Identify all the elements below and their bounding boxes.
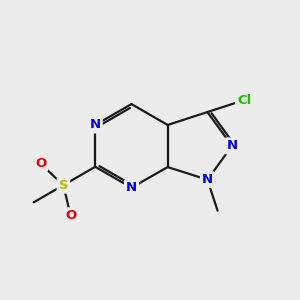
Text: O: O xyxy=(35,157,46,170)
Text: O: O xyxy=(65,209,76,222)
Text: S: S xyxy=(58,179,68,192)
Text: Cl: Cl xyxy=(237,94,251,107)
Text: N: N xyxy=(226,140,238,152)
Text: N: N xyxy=(126,181,137,194)
Text: N: N xyxy=(202,173,213,186)
Text: N: N xyxy=(90,118,101,131)
